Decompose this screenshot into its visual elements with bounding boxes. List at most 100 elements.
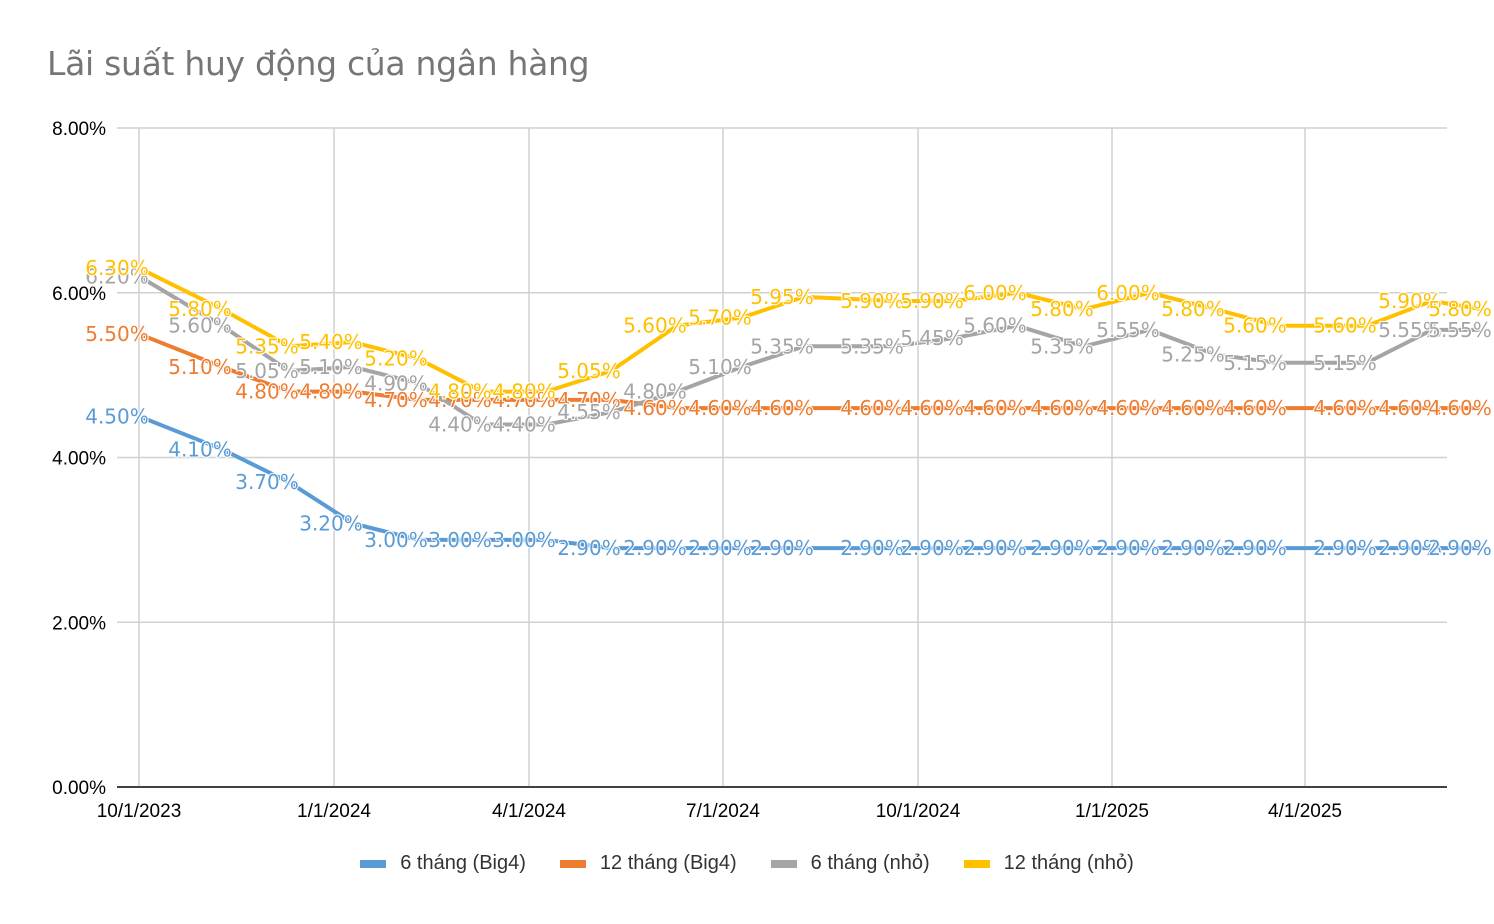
data-label: 4.70% bbox=[364, 388, 428, 412]
data-label: 5.60% bbox=[168, 314, 232, 338]
data-label: 5.20% bbox=[364, 347, 428, 371]
data-label: 4.60% bbox=[840, 396, 904, 420]
data-label: 5.60% bbox=[963, 314, 1027, 338]
data-label: 4.80% bbox=[623, 380, 687, 404]
data-label: 2.90% bbox=[963, 536, 1027, 560]
data-label: 5.35% bbox=[840, 334, 904, 358]
data-label: 2.90% bbox=[750, 536, 814, 560]
data-label: 5.80% bbox=[1030, 297, 1094, 321]
axes: 0.00% 2.00% 4.00% 6.00% 8.00% 10/1/2023 1/1/20… bbox=[52, 119, 1447, 822]
legend-swatch-icon bbox=[360, 859, 387, 868]
x-tick-label: 7/1/2024 bbox=[686, 801, 760, 822]
data-label: 6.00% bbox=[1096, 281, 1160, 305]
data-label: 2.90% bbox=[900, 536, 964, 560]
data-label: 5.10% bbox=[299, 355, 363, 379]
data-label: 5.55% bbox=[1096, 318, 1160, 342]
data-label: 2.90% bbox=[557, 536, 621, 560]
data-label: 5.35% bbox=[1030, 334, 1094, 358]
legend-swatch-icon bbox=[963, 859, 990, 868]
data-label: 4.60% bbox=[1161, 396, 1225, 420]
data-label: 5.05% bbox=[557, 359, 621, 383]
data-label: 4.10% bbox=[168, 437, 232, 461]
data-label: 5.10% bbox=[168, 355, 232, 379]
data-label: 5.10% bbox=[688, 355, 752, 379]
legend-item-6m-big4[interactable]: 6 tháng (Big4) bbox=[360, 852, 526, 875]
data-label: 4.80% bbox=[492, 380, 556, 404]
data-label: 4.60% bbox=[623, 396, 687, 420]
chart-title: Lãi suất huy động của ngân hàng bbox=[47, 44, 590, 83]
series-line bbox=[138, 414, 1482, 551]
data-label: 4.60% bbox=[1223, 396, 1287, 420]
data-label: 5.25% bbox=[1161, 343, 1225, 367]
y-tick-label: 2.00% bbox=[52, 613, 106, 634]
data-labels: 4.50%4.10%3.70%3.20%3.00% 3.00% 3.00% 2.90%… bbox=[84, 255, 1493, 561]
y-tick-label: 6.00% bbox=[52, 284, 106, 305]
data-label: 3.70% bbox=[235, 470, 299, 494]
data-label: 2.90% bbox=[1030, 536, 1094, 560]
data-label: 4.60% bbox=[1096, 396, 1160, 420]
data-label: 4.40% bbox=[492, 413, 556, 437]
legend-label: 6 tháng (Big4) bbox=[400, 852, 526, 874]
data-label: 5.95% bbox=[750, 285, 814, 309]
gridlines bbox=[117, 127, 1447, 787]
data-label: 4.60% bbox=[1378, 396, 1442, 420]
x-tick-label: 10/1/2023 bbox=[97, 801, 182, 822]
data-label: 4.60% bbox=[750, 396, 814, 420]
legend: 6 tháng (Big4) 12 tháng (Big4) 6 tháng (… bbox=[0, 852, 1494, 875]
data-label: 2.90% bbox=[1313, 536, 1377, 560]
x-tick-label: 1/1/2025 bbox=[1075, 801, 1149, 822]
data-label: 4.55% bbox=[557, 400, 621, 424]
data-label: 4.60% bbox=[900, 396, 964, 420]
data-label: 5.60% bbox=[1223, 314, 1287, 338]
data-label: 2.90% bbox=[840, 536, 904, 560]
legend-label: 12 tháng (nhỏ) bbox=[1003, 852, 1134, 874]
data-label: 5.15% bbox=[1313, 351, 1377, 375]
data-label: 4.80% bbox=[299, 380, 363, 404]
data-label: 2.90% bbox=[1161, 536, 1225, 560]
data-label: 5.90% bbox=[1378, 289, 1442, 313]
data-label: 4.70% bbox=[492, 388, 556, 412]
data-label: 4.70% bbox=[557, 388, 621, 412]
data-label: 3.00% bbox=[428, 528, 492, 552]
data-label: 2.90% bbox=[688, 536, 752, 560]
x-tick-label: 10/1/2024 bbox=[876, 801, 961, 822]
series-line bbox=[137, 274, 1482, 427]
legend-item-12m-small[interactable]: 12 tháng (nhỏ) bbox=[963, 852, 1134, 875]
data-label: 5.90% bbox=[840, 289, 904, 313]
data-label: 4.60% bbox=[1313, 396, 1377, 420]
y-tick-label: 0.00% bbox=[52, 778, 106, 799]
series-line bbox=[138, 266, 1483, 394]
data-label: 5.80% bbox=[1428, 297, 1492, 321]
data-label: 4.80% bbox=[428, 380, 492, 404]
data-label: 2.90% bbox=[1223, 536, 1287, 560]
data-label: 3.00% bbox=[364, 528, 428, 552]
data-label: 4.90% bbox=[364, 371, 428, 395]
x-tick-label: 4/1/2024 bbox=[492, 801, 566, 822]
data-label: 3.20% bbox=[299, 511, 363, 535]
data-label: 2.90% bbox=[623, 536, 687, 560]
data-label: 5.60% bbox=[1313, 314, 1377, 338]
data-label: 5.40% bbox=[299, 330, 363, 354]
data-label: 2.90% bbox=[1428, 536, 1492, 560]
data-label: 5.80% bbox=[168, 297, 232, 321]
y-tick-label: 4.00% bbox=[52, 449, 106, 470]
data-label: 5.80% bbox=[1161, 297, 1225, 321]
data-label: 5.05% bbox=[235, 359, 299, 383]
data-label: 4.70% bbox=[428, 388, 492, 412]
legend-swatch-icon bbox=[770, 859, 797, 868]
data-label: 5.15% bbox=[1223, 351, 1287, 375]
data-label: 5.55% bbox=[1378, 318, 1442, 342]
data-label: 6.30% bbox=[85, 256, 149, 280]
legend-swatch-icon bbox=[559, 859, 586, 868]
data-label: 5.45% bbox=[900, 326, 964, 350]
data-label: 5.90% bbox=[900, 289, 964, 313]
data-label: 4.40% bbox=[428, 413, 492, 437]
series-lines bbox=[137, 266, 1483, 551]
legend-label: 12 tháng (Big4) bbox=[599, 852, 737, 874]
legend-item-6m-small[interactable]: 6 tháng (nhỏ) bbox=[770, 852, 930, 875]
legend-item-12m-big4[interactable]: 12 tháng (Big4) bbox=[559, 852, 737, 875]
data-label: 4.60% bbox=[688, 396, 752, 420]
data-label: 4.60% bbox=[963, 396, 1027, 420]
data-label: 4.50% bbox=[85, 404, 149, 428]
